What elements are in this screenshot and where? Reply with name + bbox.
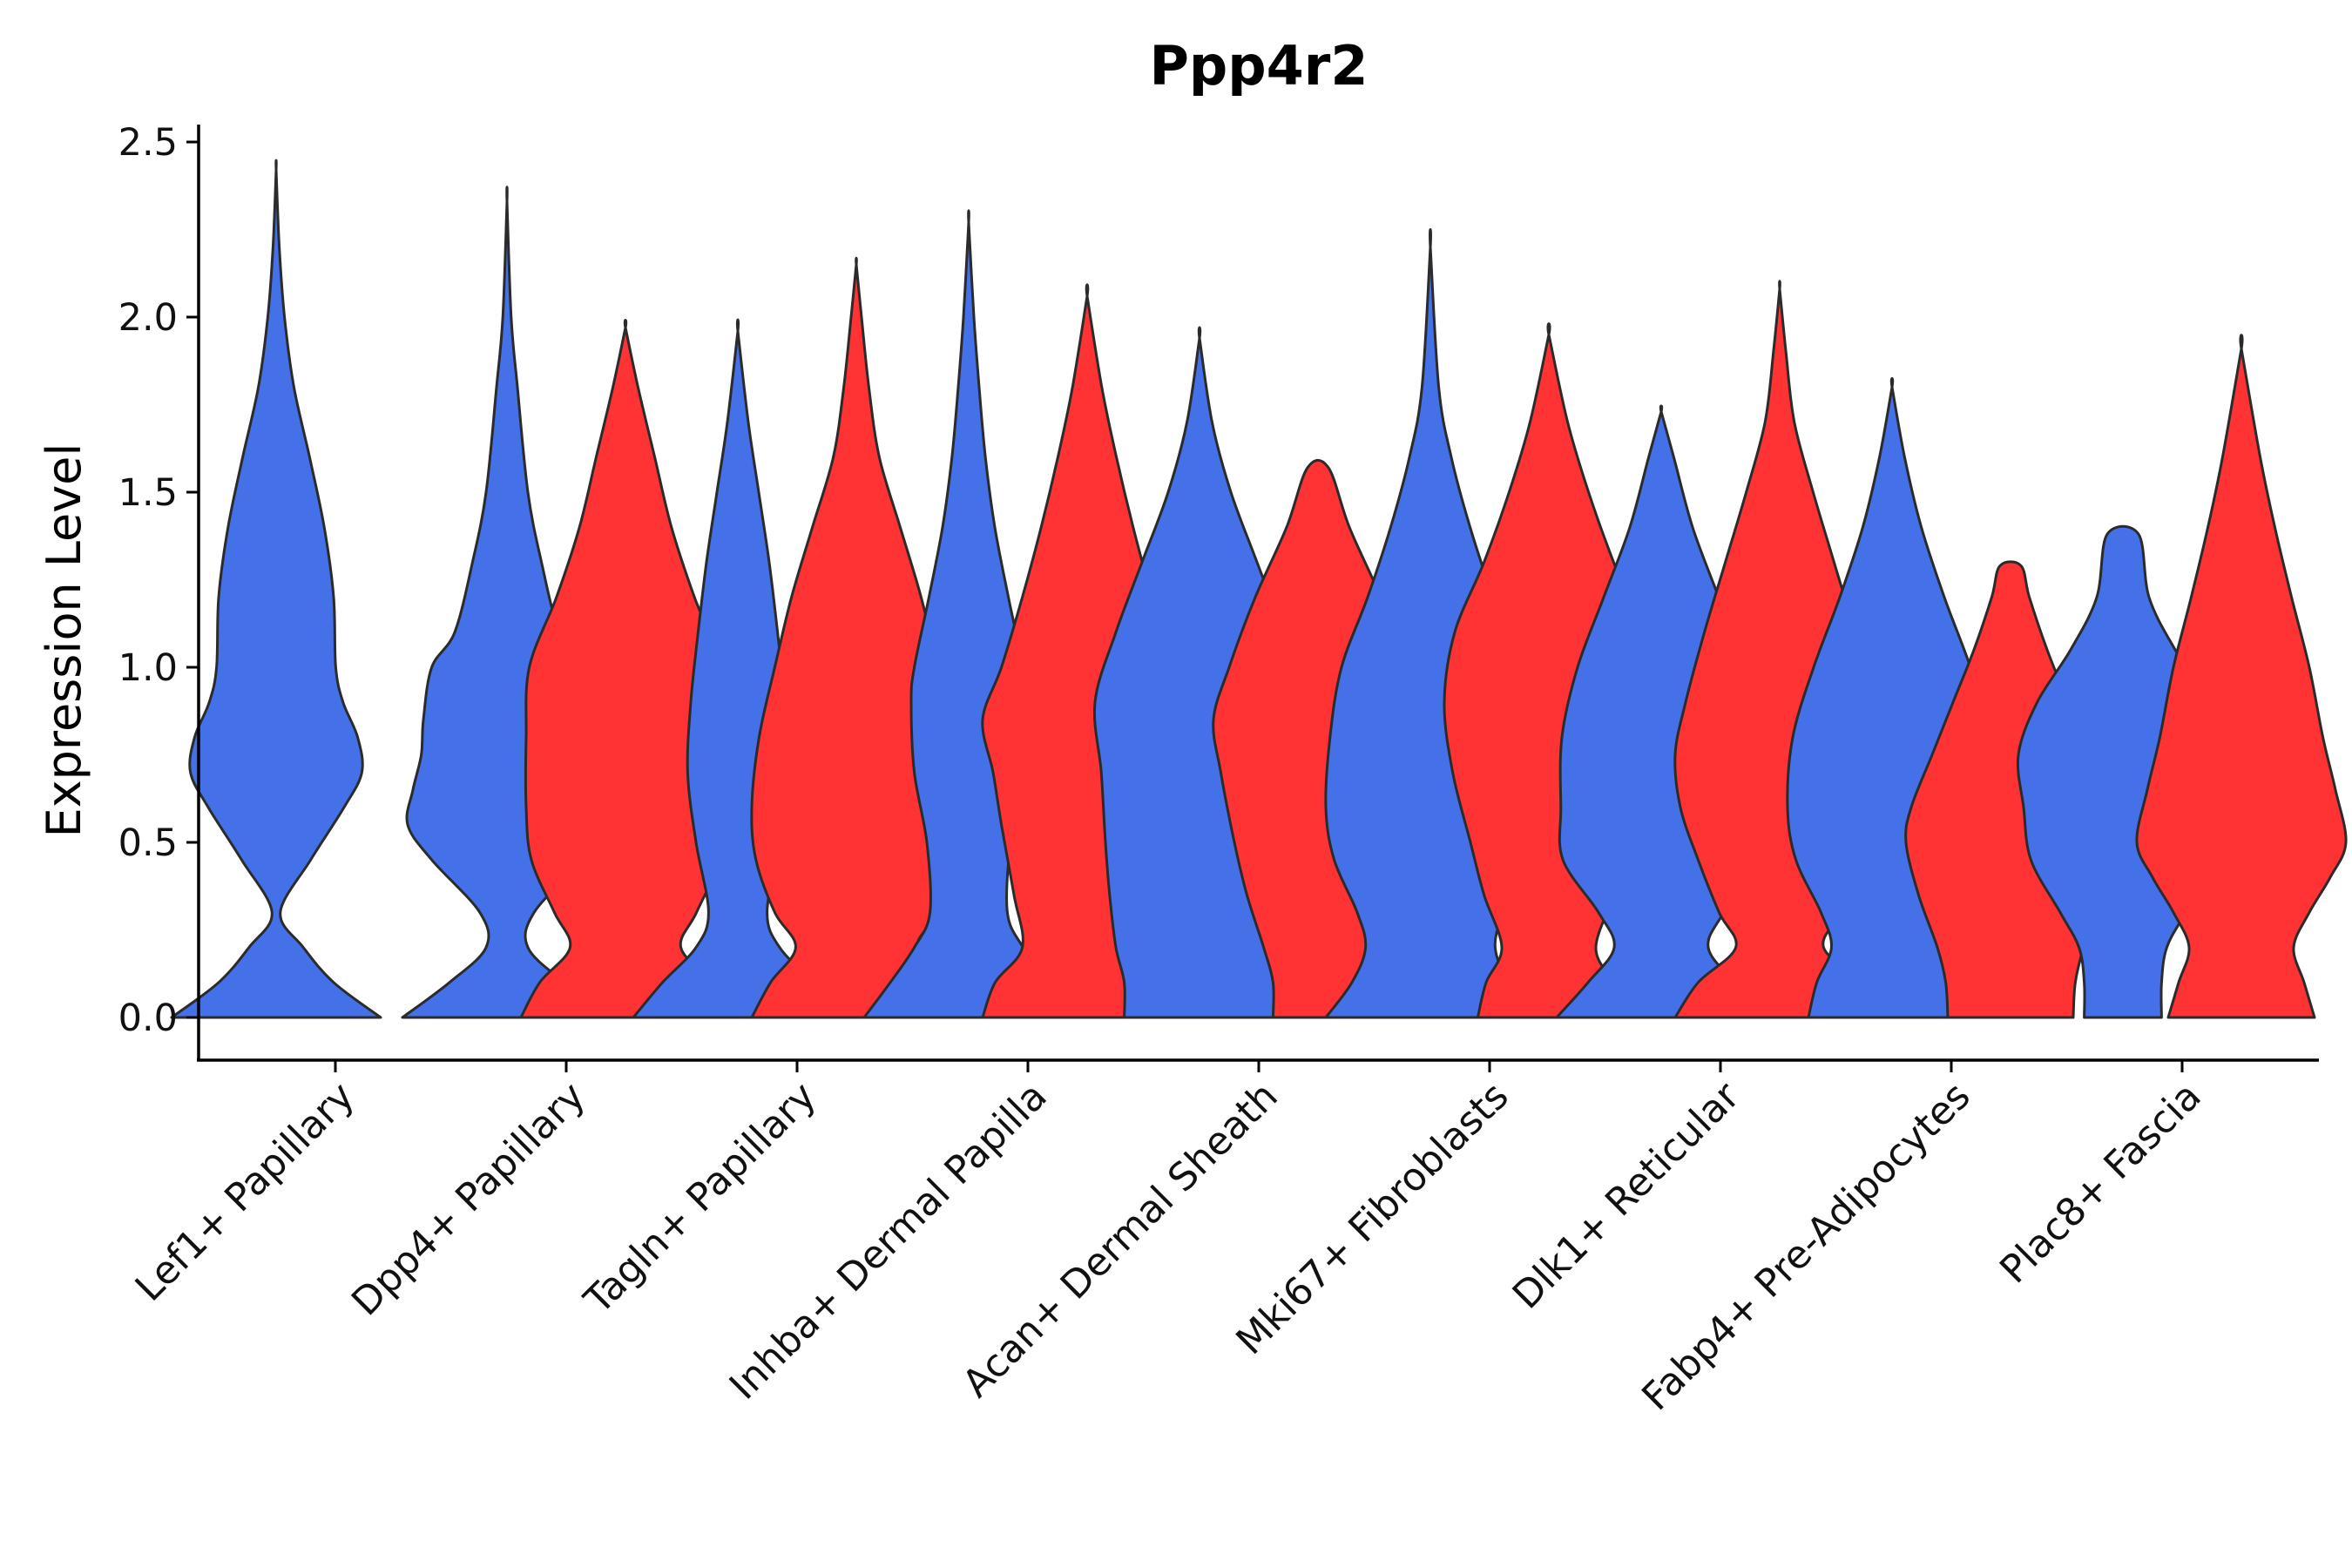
y-tick-label: 2.0	[118, 296, 178, 340]
chart-title: Ppp4r2	[1149, 34, 1368, 98]
y-axis-label: Expression Level	[37, 443, 91, 838]
violin-red	[2135, 334, 2348, 1019]
violin-blue	[170, 159, 382, 1019]
y-tick-label: 1.0	[118, 646, 178, 690]
y-tick-label: 0.0	[118, 997, 178, 1040]
x-tick-label: Dpp4+ Papillary	[343, 1074, 594, 1325]
x-tick-label: Lef1+ Papillary	[127, 1074, 363, 1310]
y-tick-label: 0.5	[118, 821, 178, 865]
x-tick-label: Dlk1+ Reticular	[1504, 1073, 1749, 1318]
y-ticks: 0.0 0.5 1.0 1.5 2.0 2.5	[118, 121, 199, 1040]
violins-layer	[170, 159, 2348, 1019]
y-tick-label: 1.5	[118, 471, 178, 515]
x-tick-label: Tagln+ Papillary	[576, 1074, 825, 1323]
x-tick-label: Plac8+ Fascia	[1991, 1074, 2210, 1293]
y-tick-label: 2.5	[118, 121, 178, 165]
